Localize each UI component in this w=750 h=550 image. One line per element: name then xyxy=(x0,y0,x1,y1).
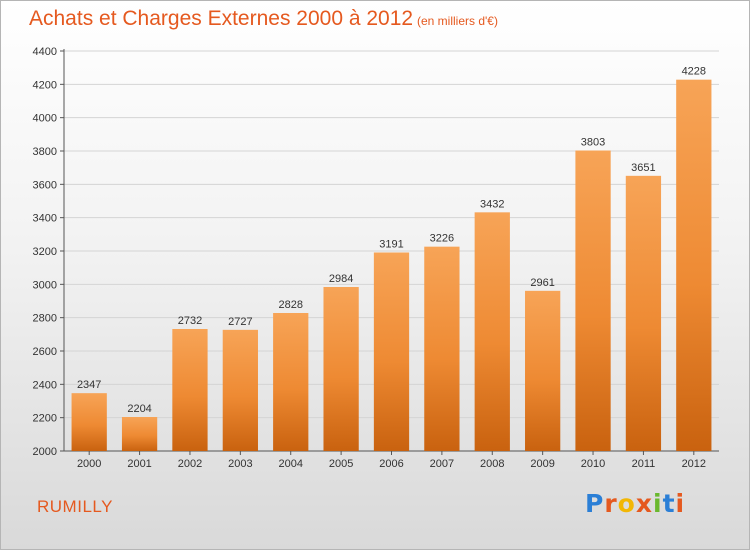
logo-letter: i xyxy=(675,489,686,518)
bar-2002 xyxy=(172,329,208,451)
bar-2004 xyxy=(273,313,309,451)
x-tick-label: 2010 xyxy=(581,458,605,470)
bar-value-label: 2961 xyxy=(530,277,554,289)
y-tick-label: 4000 xyxy=(33,113,57,125)
x-tick-label: 2007 xyxy=(430,458,454,470)
bar-2009 xyxy=(525,290,561,451)
bar-2000 xyxy=(71,393,107,451)
x-tick-label: 2009 xyxy=(530,458,554,470)
x-tick-label: 2011 xyxy=(632,458,656,470)
bar-value-label: 2727 xyxy=(228,316,252,328)
bar-value-label: 2204 xyxy=(127,403,151,415)
bar-value-label: 3432 xyxy=(480,198,504,210)
bar-2003 xyxy=(222,329,258,451)
bar-2001 xyxy=(121,417,158,451)
y-tick-label: 3000 xyxy=(33,279,57,291)
bar-2011 xyxy=(625,175,662,452)
bar-2010 xyxy=(575,150,611,451)
x-tick-label: 2003 xyxy=(228,458,252,470)
data-labels: 2347 2204 2732 2727 2828 2984 3191 3226 3432 2961… xyxy=(77,66,706,415)
proxiti-logo[interactable]: Proxiti xyxy=(585,489,685,518)
y-tick-label: 3600 xyxy=(33,179,57,191)
y-tick-label: 3200 xyxy=(33,246,57,258)
y-tick-label: 2600 xyxy=(33,346,57,358)
bar-value-label: 2828 xyxy=(278,299,302,311)
axes: 2000 2200 2400 2600 2800 3000 3200 3400 3600 3800… xyxy=(33,46,719,470)
x-tick-label: 2000 xyxy=(77,458,101,470)
bar-value-label: 2984 xyxy=(329,273,353,285)
y-tick-label: 3400 xyxy=(33,213,57,225)
bar-2006 xyxy=(373,252,410,451)
y-tick-label: 2400 xyxy=(33,379,57,391)
y-tick-label: 2800 xyxy=(33,313,57,325)
logo-letter: P xyxy=(585,489,605,518)
y-tick-label: 2200 xyxy=(33,413,57,425)
logo-letter: r xyxy=(604,489,618,518)
x-tick-label: 2006 xyxy=(379,458,403,470)
bar-value-label: 2732 xyxy=(178,315,202,327)
x-tick-label: 2008 xyxy=(480,458,504,470)
y-tick-label: 2000 xyxy=(33,446,57,458)
logo-letter: x xyxy=(635,489,653,518)
bar-2005 xyxy=(323,287,359,451)
x-tick-label: 2001 xyxy=(127,458,151,470)
x-tick-label: 2012 xyxy=(682,458,706,470)
x-tick-label: 2005 xyxy=(329,458,353,470)
bar-2008 xyxy=(474,212,510,451)
chart-title: Achats et Charges Externes 2000 à 2012 xyxy=(29,7,414,30)
bar-value-label: 4228 xyxy=(682,66,706,78)
place-name: RUMILLY xyxy=(37,497,113,516)
bar-value-label: 3191 xyxy=(379,239,403,251)
logo-letter: t xyxy=(662,489,676,518)
y-tick-label: 3800 xyxy=(33,146,57,158)
x-tick-label: 2004 xyxy=(278,458,302,470)
bar-2007 xyxy=(424,246,460,451)
logo-letter: i xyxy=(653,489,663,518)
logo-letter: o xyxy=(617,489,636,518)
chart-subtitle: (en milliers d'€) xyxy=(417,14,498,28)
bar-2012 xyxy=(676,79,712,452)
x-tick-label: 2002 xyxy=(178,458,202,470)
y-tick-label: 4400 xyxy=(33,46,57,58)
y-tick-label: 4200 xyxy=(33,79,57,91)
bar-value-label: 3226 xyxy=(430,233,454,245)
bar-value-label: 3651 xyxy=(631,162,655,174)
bar-value-label: 3803 xyxy=(581,137,605,149)
bars xyxy=(71,79,712,452)
bar-value-label: 2347 xyxy=(77,379,101,391)
